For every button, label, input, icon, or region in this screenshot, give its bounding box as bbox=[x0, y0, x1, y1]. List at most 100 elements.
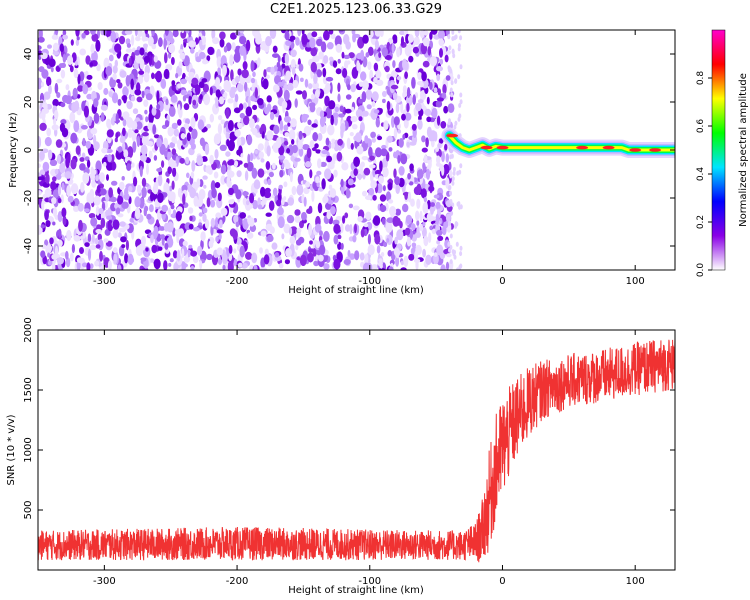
spectrogram-cell bbox=[286, 148, 291, 154]
spectrogram-cell bbox=[419, 223, 424, 232]
spectrogram-cell bbox=[106, 174, 109, 181]
spectrogram-cell bbox=[141, 186, 147, 198]
spectrogram-cell bbox=[429, 81, 433, 90]
spectrogram-cell bbox=[457, 116, 461, 122]
spectrogram-cell bbox=[449, 190, 452, 196]
spectrogram-cell bbox=[117, 98, 122, 106]
spectrogram-cell bbox=[235, 189, 242, 200]
spectrogram-cell bbox=[143, 55, 151, 64]
spectrogram-cell bbox=[86, 262, 91, 270]
spectrogram-cell bbox=[67, 153, 71, 164]
spectrogram-cell bbox=[449, 169, 453, 179]
spectrogram-cell bbox=[96, 185, 101, 194]
spectrogram-cell bbox=[244, 81, 248, 92]
spectrogram-cell bbox=[354, 250, 360, 261]
spectrogram-cell bbox=[207, 46, 215, 56]
spectrogram-cell bbox=[171, 136, 178, 144]
spectrogram-cell bbox=[40, 52, 48, 60]
spectrogram-cell bbox=[267, 178, 272, 186]
spectrogram-cell bbox=[182, 193, 186, 206]
spectrogram-cell bbox=[431, 107, 438, 119]
spectrogram-cell bbox=[400, 36, 405, 46]
spectrogram-cell bbox=[394, 176, 401, 186]
spectrogram-cell bbox=[287, 82, 294, 91]
spectrogram-cell bbox=[239, 45, 246, 56]
spectrogram-cell bbox=[141, 90, 145, 99]
spectrogram-cell bbox=[436, 66, 443, 72]
spectrogram-cell bbox=[386, 135, 393, 143]
spectrogram-cell bbox=[46, 245, 53, 251]
spectrogram-cell bbox=[219, 31, 226, 40]
spectrogram-cell bbox=[119, 181, 125, 191]
spectrogram-cell bbox=[191, 77, 199, 86]
spectrogram-cell bbox=[252, 199, 259, 210]
spectrogram-cell bbox=[304, 161, 312, 168]
spectrogram-cell bbox=[155, 70, 162, 83]
spectrogram-cell bbox=[189, 215, 193, 222]
spectrogram-cell bbox=[276, 137, 282, 149]
spectrogram-cell bbox=[345, 187, 350, 199]
spectrogram-cell bbox=[410, 198, 415, 207]
spectrogram-cell bbox=[268, 171, 274, 178]
spectrogram-cell bbox=[272, 45, 278, 53]
spectrogram-cell bbox=[206, 123, 212, 129]
spectrogram-cell bbox=[333, 234, 339, 245]
spectrogram-cell bbox=[117, 213, 124, 218]
spectrogram-cell bbox=[366, 104, 372, 110]
spectrogram-cell bbox=[393, 116, 400, 126]
spectrogram-cell bbox=[121, 141, 126, 152]
spectrogram-cell bbox=[250, 77, 256, 84]
spectrogram-cell bbox=[312, 181, 316, 190]
spectrogram-cell bbox=[352, 235, 357, 243]
spectrogram-cell bbox=[119, 221, 126, 227]
spectrogram-cell bbox=[421, 71, 427, 82]
spectrogram-cell bbox=[163, 260, 168, 270]
spectrogram-cell bbox=[105, 66, 113, 76]
spectrogram-cell bbox=[276, 61, 281, 68]
spectrogram-cell bbox=[295, 244, 299, 251]
spectrogram-cell bbox=[172, 167, 177, 178]
spectrogram-cell bbox=[153, 182, 159, 188]
spectrogram-cell bbox=[79, 247, 84, 254]
spectrogram-cell bbox=[40, 108, 46, 121]
spectrogram-cell bbox=[428, 185, 435, 192]
spectrogram-cell bbox=[211, 30, 216, 40]
spectrogram-cell bbox=[443, 221, 449, 229]
spectrogram-cell bbox=[219, 144, 227, 151]
spectrogram-cell bbox=[209, 154, 214, 165]
spectrogram-cell bbox=[309, 37, 316, 49]
tone-track-peak bbox=[496, 145, 509, 150]
spectrogram-cell bbox=[308, 205, 313, 214]
spectrogram-cell bbox=[441, 151, 445, 163]
spectrogram-noise-region bbox=[38, 30, 464, 270]
spectrogram-cell bbox=[265, 161, 271, 170]
spectrogram-cell bbox=[299, 254, 307, 266]
spectrogram-cell bbox=[217, 257, 223, 265]
spectrogram-cell bbox=[98, 207, 104, 215]
spectrogram-cell bbox=[57, 184, 62, 196]
spectrogram-cell bbox=[133, 176, 138, 187]
spectrogram-cell bbox=[91, 33, 99, 42]
spectrogram-cell bbox=[188, 244, 193, 249]
spectrogram-cell bbox=[190, 265, 195, 270]
spectrogram-cell bbox=[328, 100, 336, 110]
spectrogram-cell bbox=[141, 135, 149, 146]
spectrogram-cell bbox=[141, 132, 149, 137]
spectrogram-cell bbox=[447, 65, 451, 71]
spectrogram-cell bbox=[422, 222, 426, 227]
spectrogram-cell bbox=[237, 137, 242, 148]
spectrogram-cell bbox=[435, 100, 443, 108]
spectrogram-cell bbox=[143, 72, 150, 83]
spectrogram-cell bbox=[395, 247, 400, 259]
spectrogram-cell bbox=[117, 264, 122, 270]
spectrogram-cell bbox=[171, 122, 178, 130]
spectrogram-cell bbox=[439, 48, 443, 58]
spectrogram-cell bbox=[213, 171, 219, 179]
spectrogram-cell bbox=[177, 187, 182, 198]
spectrogram-cell bbox=[360, 49, 365, 61]
spectrogram-cell bbox=[51, 197, 57, 205]
spectrogram-cell bbox=[117, 195, 124, 205]
colorbar-tick-label: 0.8 bbox=[696, 71, 706, 86]
tone-track-peak bbox=[576, 145, 589, 150]
spectrogram-cell bbox=[327, 124, 335, 136]
